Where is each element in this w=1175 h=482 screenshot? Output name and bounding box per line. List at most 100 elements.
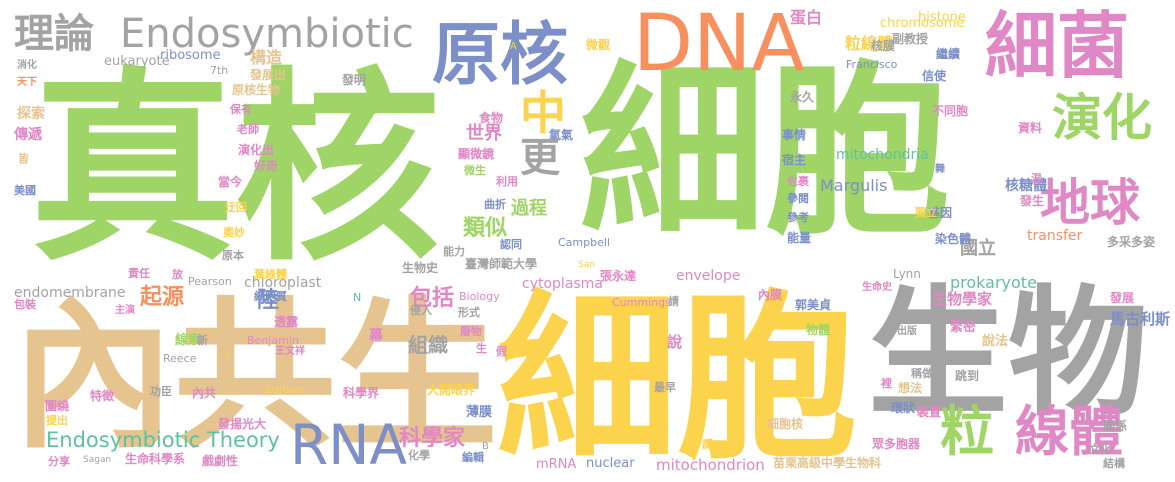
cloud-word: chromosome <box>880 16 965 31</box>
cloud-word: 戲劇性 <box>202 454 239 468</box>
cloud-word: 特徵 <box>90 389 115 403</box>
cloud-word: 關係 <box>1103 419 1128 433</box>
cloud-word: 分享 <box>48 455 70 468</box>
cloud-word: 發生 <box>1020 194 1045 208</box>
cloud-word: 發展出 <box>250 68 287 82</box>
cloud-word: 形式 <box>458 306 480 319</box>
cloud-word: 起源 <box>140 285 185 310</box>
cloud-word: 譯 <box>702 438 713 451</box>
cloud-word: eukaryote <box>104 54 170 69</box>
cloud-word: 曲折 <box>484 198 506 211</box>
cloud-word: 蛋白 <box>790 8 823 27</box>
cloud-word: chloroplast <box>244 275 322 291</box>
cloud-word: 能力 <box>443 245 465 258</box>
cloud-word: 核糖體 <box>1005 178 1047 194</box>
cloud-word: 過程 <box>511 198 547 219</box>
cloud-word: 真核 <box>30 51 440 289</box>
cloud-word: 氧氣 <box>549 128 574 142</box>
cloud-word: 副教授 <box>892 32 929 46</box>
cloud-word: 生物學家 <box>932 290 993 308</box>
cloud-word: 食物 <box>479 111 504 125</box>
cloud-word: 迂回 <box>225 201 247 214</box>
cloud-word: 好奇 <box>254 159 279 173</box>
cloud-word: 葉綠體 <box>254 268 287 281</box>
cloud-word: histone <box>918 10 966 25</box>
cloud-word: 演化 <box>1052 89 1152 147</box>
cloud-word: ribosome <box>160 48 221 63</box>
cloud-word: 粒線體 <box>845 34 894 53</box>
cloud-word: 皆 <box>18 152 29 165</box>
cloud-word: 最早 <box>654 381 676 394</box>
cloud-word: 混 <box>1031 172 1042 185</box>
cloud-word: 郭美貞 <box>795 298 832 312</box>
cloud-word: 說 <box>667 333 683 351</box>
cloud-word: 當今 <box>218 175 243 189</box>
cloud-word: Reece <box>163 352 197 365</box>
cloud-word: 裡 <box>881 377 892 390</box>
cloud-word: 認同 <box>500 238 522 251</box>
cloud-word: 包括 <box>410 286 455 311</box>
cloud-word: 國立 <box>960 238 996 259</box>
cloud-word: 線索 <box>175 333 202 348</box>
cloud-word: endomembrane <box>14 285 126 301</box>
cloud-word: 放 <box>172 268 183 281</box>
cloud-word: 物體 <box>806 323 831 337</box>
cloud-word: Pearson <box>188 275 232 288</box>
cloud-word: 透露 <box>274 315 299 329</box>
cloud-word: 獨立 <box>915 206 937 219</box>
cloud-word: 7th <box>210 64 229 77</box>
cloud-word: 跳到 <box>955 369 980 383</box>
cloud-word: Biology <box>459 290 500 303</box>
cloud-word: 粒 <box>940 400 994 463</box>
cloud-word: 圍繞 <box>45 399 70 413</box>
cloud-word: 說法 <box>982 334 1009 349</box>
cloud-word: 永久 <box>790 90 815 104</box>
cloud-word: N <box>353 291 362 304</box>
cloud-word: 侵入 <box>410 304 432 317</box>
cloud-word: 宿主 <box>782 153 807 167</box>
cloud-word: nuclear <box>586 456 635 471</box>
cloud-word: 責任 <box>128 267 150 280</box>
cloud-word: 多采多姿 <box>1107 235 1156 249</box>
cloud-word: 出版 <box>897 326 917 337</box>
cloud-word: 環狀 <box>891 401 916 415</box>
cloud-word: 想法 <box>898 381 923 395</box>
cloud-word: 細胞 <box>580 44 950 260</box>
cloud-word: 探索 <box>17 106 45 122</box>
cloud-word: 構造 <box>250 48 283 67</box>
cloud-word: 苗栗高級中學生物科 <box>773 456 882 470</box>
cloud-word: 奧妙 <box>223 226 245 239</box>
cloud-word: 主演 <box>115 305 135 316</box>
cloud-word: 中 <box>520 86 566 140</box>
cloud-word: 細胞質 <box>254 290 287 303</box>
cloud-word: Francisco <box>846 58 898 71</box>
cloud-word: B <box>482 441 489 452</box>
cloud-word: 原核生物 <box>232 83 281 97</box>
cloud-word: 老師 <box>237 123 259 136</box>
cloud-word: Campbell <box>558 236 610 249</box>
cloud-word: 細菌 <box>985 4 1130 88</box>
cloud-word: 廢物 <box>460 325 482 338</box>
cloud-word: 核膜 <box>871 39 896 53</box>
cloud-word: 發揚光大 <box>218 417 267 431</box>
cloud-word: 文化 <box>1089 443 1111 456</box>
cloud-word: 更 <box>520 135 560 181</box>
cloud-word: 生命史 <box>862 282 892 293</box>
cloud-word: transfer <box>1027 228 1083 244</box>
cloud-word: 細胞 <box>497 275 858 482</box>
cloud-word: 世界 <box>466 123 502 144</box>
cloud-word: envelope <box>676 268 741 284</box>
cloud-word: 請 <box>668 295 679 308</box>
cloud-word: 假 <box>496 345 507 358</box>
cloud-word: 能量 <box>787 231 812 245</box>
cloud-word: 理論 <box>14 11 94 57</box>
cloud-word: RNA <box>290 413 407 477</box>
cloud-word: 幕 <box>369 328 383 344</box>
cloud-word: cytoplasma <box>522 276 603 292</box>
cloud-word: 功臣 <box>150 385 172 398</box>
cloud-word: 張永達 <box>600 269 637 283</box>
cloud-word: 資料 <box>1018 121 1043 135</box>
cloud-word: 地球 <box>1040 174 1140 232</box>
cloud-word: 包裹 <box>787 175 809 188</box>
cloud-word: 編輯 <box>462 451 484 464</box>
